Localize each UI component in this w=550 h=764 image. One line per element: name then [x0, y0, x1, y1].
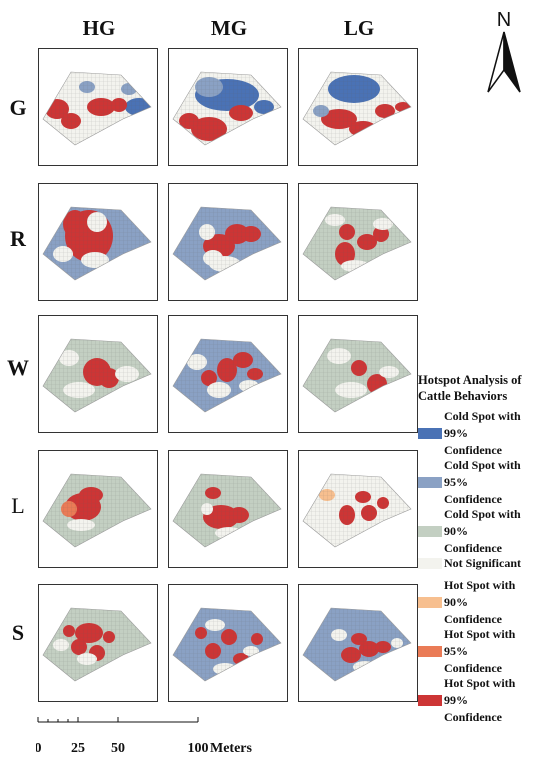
- field-boundary: [302, 473, 412, 548]
- grid-overlay: [173, 608, 281, 681]
- legend-label-hot-90: Hot Spot with 90% Confidence: [444, 578, 516, 626]
- scale-tick-0: 0: [36, 741, 42, 756]
- row-header-r: R: [10, 226, 26, 251]
- legend-label-hot-95: Hot Spot with 95% Confidence: [444, 627, 516, 675]
- north-arrow-icon: N: [487, 9, 521, 93]
- grid-overlay: [303, 608, 411, 681]
- grid-overlay: [43, 72, 151, 145]
- field-boundary: [42, 338, 152, 413]
- grid-overlay: [43, 207, 151, 280]
- grid-overlay: [303, 474, 411, 547]
- map-panel-l-mg: [168, 450, 288, 568]
- map-panel-g-mg: [168, 48, 288, 166]
- field-boundary: [42, 206, 152, 281]
- column-header-lg: LG: [343, 16, 375, 40]
- row-header-w: W: [7, 355, 29, 380]
- scale-tick-100: 100: [188, 741, 209, 756]
- legend-title: Hotspot Analysis of Cattle Behaviors: [418, 373, 522, 403]
- field-boundary: [172, 206, 282, 281]
- field-boundary: [172, 71, 282, 146]
- column-header-hg: HG: [82, 16, 116, 40]
- map-panel-l-lg: [298, 450, 418, 568]
- legend-label-hot-99: Hot Spot with 99% Confidence: [444, 676, 516, 724]
- field-boundary: [172, 607, 282, 682]
- legend-swatch-cold-99: [418, 428, 442, 439]
- legend-label-cold-99: Cold Spot with 99% Confidence: [444, 409, 521, 457]
- legend-swatch-hot-90: [418, 597, 442, 608]
- legend-label-not-significant: Not Significant: [444, 556, 522, 570]
- map-panel-w-lg: [298, 315, 418, 433]
- row-header-g: G: [9, 95, 27, 120]
- field-boundary: [302, 71, 412, 146]
- field-boundary: [172, 473, 282, 548]
- field-boundary: [42, 71, 152, 146]
- legend-label-cold-95: Cold Spot with 95% Confidence: [444, 458, 521, 506]
- grid-overlay: [303, 339, 411, 412]
- map-panel-s-hg: [38, 584, 158, 702]
- row-header-l: L: [11, 493, 25, 518]
- map-panel-r-hg: [38, 183, 158, 301]
- map-panel-s-lg: [298, 584, 418, 702]
- legend-swatch-hot-99: [418, 695, 442, 706]
- map-panel-l-hg: [38, 450, 158, 568]
- map-panel-g-hg: [38, 48, 158, 166]
- legend-label-cold-90: Cold Spot with 90% Confidence: [444, 507, 521, 555]
- legend-item-not-significant: Not Significant: [418, 555, 550, 577]
- legend: Hotspot Analysis of Cattle Behaviors Col…: [418, 372, 550, 724]
- grid-overlay: [173, 339, 281, 412]
- legend-item-cold-90: Cold Spot with 90% Confidence: [418, 506, 550, 555]
- legend-swatch-cold-95: [418, 477, 442, 488]
- map-panel-w-mg: [168, 315, 288, 433]
- grid-overlay: [303, 207, 411, 280]
- grid-overlay: [173, 72, 281, 145]
- legend-item-hot-90: Hot Spot with 90% Confidence: [418, 577, 550, 626]
- field-boundary: [302, 338, 412, 413]
- legend-item-hot-99: Hot Spot with 99% Confidence: [418, 675, 550, 724]
- scale-tick-25: 25: [71, 741, 85, 756]
- north-label: N: [497, 9, 511, 31]
- field-boundary: [42, 473, 152, 548]
- grid-overlay: [303, 72, 411, 145]
- legend-swatch-cold-90: [418, 526, 442, 537]
- map-panel-r-lg: [298, 183, 418, 301]
- grid-overlay: [43, 474, 151, 547]
- grid-overlay: [43, 608, 151, 681]
- map-panel-g-lg: [298, 48, 418, 166]
- grid-overlay: [173, 207, 281, 280]
- field-boundary: [172, 338, 282, 413]
- scale-bar: 0 25 50 100 Meters: [36, 717, 253, 756]
- scale-unit: Meters: [210, 741, 253, 756]
- grid-overlay: [43, 339, 151, 412]
- row-header-s: S: [11, 620, 25, 645]
- legend-item-cold-95: Cold Spot with 95% Confidence: [418, 457, 550, 506]
- legend-item-hot-95: Hot Spot with 95% Confidence: [418, 626, 550, 675]
- map-panel-r-mg: [168, 183, 288, 301]
- field-boundary: [302, 607, 412, 682]
- scale-tick-50: 50: [111, 741, 125, 756]
- field-boundary: [302, 206, 412, 281]
- legend-item-cold-99: Cold Spot with 99% Confidence: [418, 408, 550, 457]
- legend-swatch-hot-95: [418, 646, 442, 657]
- column-header-mg: MG: [210, 16, 248, 40]
- field-boundary: [42, 607, 152, 682]
- grid-overlay: [173, 474, 281, 547]
- map-panel-s-mg: [168, 584, 288, 702]
- legend-swatch-not-significant: [418, 558, 442, 569]
- map-panel-w-hg: [38, 315, 158, 433]
